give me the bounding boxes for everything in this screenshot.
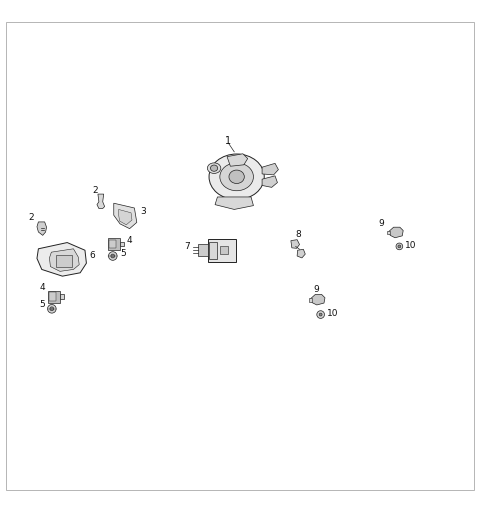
Text: 9: 9 [378, 219, 384, 228]
Text: 5: 5 [120, 249, 126, 258]
Polygon shape [227, 154, 248, 166]
FancyBboxPatch shape [120, 242, 124, 246]
Text: 4: 4 [126, 236, 132, 245]
Polygon shape [389, 227, 403, 238]
FancyBboxPatch shape [108, 238, 120, 250]
FancyBboxPatch shape [209, 242, 217, 259]
FancyBboxPatch shape [220, 246, 228, 254]
Polygon shape [37, 222, 47, 236]
Polygon shape [37, 243, 86, 276]
FancyBboxPatch shape [198, 244, 208, 257]
FancyBboxPatch shape [109, 240, 116, 248]
Ellipse shape [229, 170, 244, 183]
Circle shape [108, 252, 117, 260]
Text: 10: 10 [405, 241, 417, 250]
Text: 4: 4 [40, 283, 46, 292]
Polygon shape [215, 197, 253, 209]
Circle shape [319, 313, 322, 316]
Polygon shape [114, 203, 137, 229]
Polygon shape [49, 249, 79, 271]
Text: 8: 8 [296, 230, 301, 240]
Ellipse shape [220, 163, 253, 190]
FancyBboxPatch shape [208, 239, 236, 262]
Text: 7: 7 [184, 242, 190, 251]
Circle shape [317, 311, 324, 318]
FancyBboxPatch shape [60, 294, 64, 299]
Circle shape [48, 305, 56, 313]
Circle shape [396, 243, 403, 250]
Text: 6: 6 [90, 251, 96, 261]
Polygon shape [119, 209, 132, 225]
Text: 9: 9 [313, 285, 319, 294]
FancyBboxPatch shape [387, 231, 390, 234]
Ellipse shape [209, 154, 264, 200]
FancyBboxPatch shape [56, 255, 72, 267]
FancyBboxPatch shape [49, 292, 56, 301]
Polygon shape [262, 176, 277, 187]
Text: 10: 10 [327, 309, 339, 318]
Polygon shape [291, 240, 300, 248]
Text: 1: 1 [226, 136, 231, 146]
Circle shape [398, 245, 401, 248]
Circle shape [50, 307, 54, 311]
Ellipse shape [211, 165, 218, 172]
Polygon shape [262, 163, 278, 175]
Polygon shape [97, 194, 105, 208]
Ellipse shape [207, 163, 221, 174]
FancyBboxPatch shape [48, 291, 60, 303]
Text: 3: 3 [141, 207, 146, 216]
Text: 2: 2 [92, 186, 98, 195]
Circle shape [111, 254, 115, 258]
Text: 5: 5 [39, 301, 45, 309]
Polygon shape [297, 249, 305, 258]
Polygon shape [311, 294, 325, 305]
Text: 2: 2 [28, 213, 34, 222]
FancyBboxPatch shape [309, 298, 312, 302]
